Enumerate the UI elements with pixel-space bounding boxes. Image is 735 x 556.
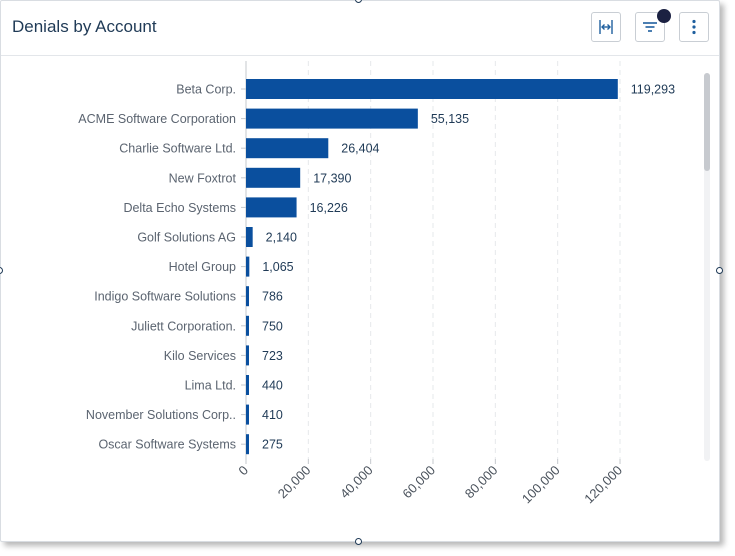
bar[interactable] [246, 167, 301, 188]
bar[interactable] [246, 256, 250, 277]
chart-scrollbar-track[interactable] [704, 73, 710, 461]
category-label: Indigo Software Solutions [94, 290, 236, 304]
value-label: 1,065 [262, 260, 293, 274]
x-tick-label: 20,000 [275, 463, 314, 502]
category-label: Juliett Corporation. [131, 319, 236, 333]
x-tick-label: 60,000 [399, 463, 438, 502]
category-label: New Foxtrot [169, 171, 237, 185]
chart-scrollbar-thumb[interactable] [704, 73, 710, 171]
category-label: Delta Echo Systems [123, 201, 236, 215]
bar[interactable] [246, 404, 249, 425]
category-label: Kilo Services [164, 349, 236, 363]
bar[interactable] [246, 345, 249, 366]
value-label: 440 [262, 379, 283, 393]
value-label: 55,135 [431, 112, 469, 126]
category-label: Charlie Software Ltd. [119, 142, 236, 156]
bar[interactable] [246, 108, 418, 129]
category-label: Golf Solutions AG [137, 231, 236, 245]
bar[interactable] [246, 79, 618, 99]
category-label: Hotel Group [169, 260, 236, 274]
value-label: 26,404 [341, 142, 379, 156]
bar[interactable] [246, 286, 249, 307]
x-tick-label: 80,000 [462, 463, 501, 502]
more-options-button[interactable] [679, 12, 709, 42]
value-label: 786 [262, 290, 283, 304]
value-label: 119,293 [631, 83, 675, 97]
x-tick-label: 40,000 [337, 463, 376, 502]
value-label: 2,140 [266, 231, 297, 245]
bar[interactable] [246, 375, 249, 395]
category-label: Oscar Software Systems [98, 438, 236, 452]
value-label: 275 [262, 438, 283, 452]
expand-button[interactable] [591, 12, 621, 42]
resize-handle-bottom[interactable] [355, 538, 362, 545]
value-label: 723 [262, 349, 283, 363]
value-label: 750 [262, 319, 283, 333]
card-title: Denials by Account [12, 17, 157, 36]
filter-active-badge [657, 9, 671, 23]
value-label: 16,226 [310, 201, 348, 215]
card-header: Denials by Account [1, 1, 719, 56]
resize-handle-right[interactable] [716, 267, 723, 274]
bar[interactable] [246, 227, 253, 247]
bar-chart: Beta Corp. 119,293 ACME Software Corporati… [78, 61, 675, 507]
bar[interactable] [246, 434, 249, 455]
more-vertical-icon [692, 19, 696, 35]
value-label: 410 [262, 408, 283, 422]
bar[interactable] [246, 138, 329, 159]
value-label: 17,390 [313, 171, 351, 185]
filter-icon [643, 22, 657, 32]
category-label: Beta Corp. [176, 83, 236, 97]
category-label: November Solutions Corp.. [86, 408, 236, 422]
category-label: ACME Software Corporation [78, 112, 236, 126]
x-tick-label: 120,000 [581, 463, 625, 507]
category-label: Lima Ltd. [185, 379, 236, 393]
x-tick-label: 0 [235, 463, 251, 479]
bar[interactable] [246, 197, 297, 218]
bar[interactable] [246, 315, 249, 336]
expand-horizontal-icon [599, 20, 613, 34]
x-tick-label: 100,000 [519, 463, 563, 507]
